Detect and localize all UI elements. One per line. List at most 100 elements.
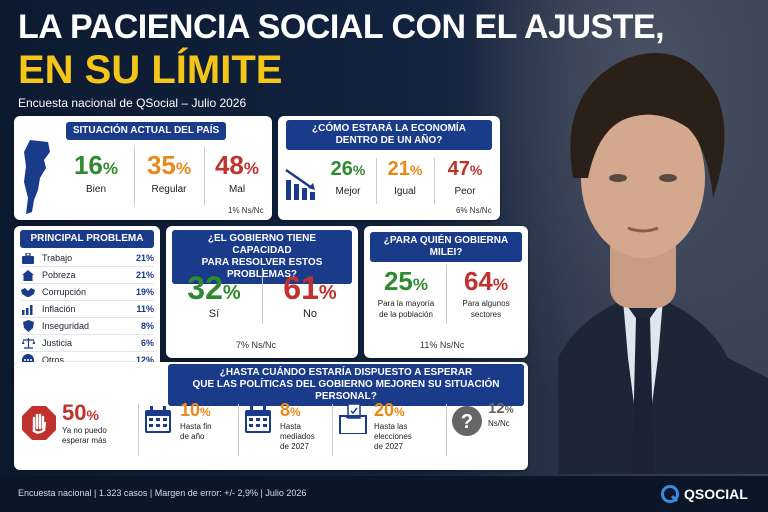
capacidad-nsnc: 7% Ns/Nc xyxy=(236,340,277,350)
footer-text: Encuesta nacional | 1.323 casos | Margen… xyxy=(18,488,307,498)
gobierna-mayoria-value: 25% xyxy=(383,266,429,296)
economia-header: ¿CÓMO ESTARÁ LA ECONOMÍA DENTRO DE UN AÑO… xyxy=(286,120,492,150)
shield-icon xyxy=(20,320,36,332)
economia-card: ¿CÓMO ESTARÁ LA ECONOMÍA DENTRO DE UN AÑO… xyxy=(278,116,500,220)
qsocial-brand: QSOCIAL xyxy=(684,486,748,502)
espera-value: 8% xyxy=(280,400,301,420)
problema-pct: 8% xyxy=(140,321,154,331)
espera-option: ? 12% Ns/Nc xyxy=(450,400,524,466)
problema-name: Pobreza xyxy=(42,270,76,280)
problema-name: Corrupción xyxy=(42,287,87,297)
espera-option: 50% Ya no puedo esperar más xyxy=(20,400,138,466)
espera-label: Ya no puedo esperar más xyxy=(62,426,107,445)
economia-mejor-label: Mejor xyxy=(335,186,361,197)
divider xyxy=(138,404,139,456)
chart-down-icon xyxy=(285,168,315,200)
page-subtitle: Encuesta nacional de QSocial – Julio 202… xyxy=(18,96,247,110)
gobierna-mayoria-label: Para la mayoría de la población xyxy=(377,299,435,319)
calendar-icon xyxy=(144,406,172,439)
economia-mejor-value: 26% xyxy=(330,158,366,180)
situacion-regular-label: Regular xyxy=(151,184,187,195)
economia-peor-label: Peor xyxy=(454,186,476,197)
problema-row: Justicia 6% xyxy=(20,335,154,352)
gobierna-sectores-value: 64% xyxy=(463,266,509,296)
espera-option: 20% Hasta las elecciones de 2027 xyxy=(336,400,446,466)
espera-label: Hasta mediados de 2027 xyxy=(280,422,315,451)
espera-card: ¿HASTA CUÁNDO ESTARÍA DISPUESTO A ESPERA… xyxy=(14,362,528,470)
scales-icon xyxy=(20,337,36,349)
economia-peor-value: 47% xyxy=(447,158,483,180)
divider xyxy=(204,146,205,206)
question-icon: ? xyxy=(452,406,482,441)
divider xyxy=(434,158,435,204)
briefcase-icon xyxy=(20,252,36,264)
economia-igual-label: Igual xyxy=(394,186,416,197)
problema-name: Trabajo xyxy=(42,253,73,263)
problema-row: Corrupción 19% xyxy=(20,284,154,301)
problema-row: Trabajo 21% xyxy=(20,250,154,267)
economia-igual-value: 21% xyxy=(387,158,423,180)
divider xyxy=(376,158,377,204)
gobierna-header: ¿PARA QUIÉN GOBIERNA MILEI? xyxy=(370,232,522,262)
espera-value: 10% xyxy=(180,400,211,420)
problema-pct: 21% xyxy=(135,270,154,280)
situacion-bien-value: 16% xyxy=(73,150,119,180)
espera-option: 10% Hasta fin de año xyxy=(142,400,238,466)
capacidad-no-value: 61% xyxy=(283,270,337,306)
situacion-header: SITUACIÓN ACTUAL DEL PAÍS xyxy=(66,122,226,140)
portrait-image xyxy=(558,53,768,474)
capacidad-si-label: Sí xyxy=(208,308,220,320)
page-title-line2: EN SU LÍMITE xyxy=(18,48,283,92)
espera-label: Hasta las elecciones de 2027 xyxy=(374,422,412,451)
espera-value: 20% xyxy=(374,400,405,420)
problema-name: Justicia xyxy=(42,338,73,348)
problema-row: Inflación 11% xyxy=(20,301,154,318)
situacion-mal-value: 48% xyxy=(214,150,260,180)
espera-header: ¿HASTA CUÁNDO ESTARÍA DISPUESTO A ESPERA… xyxy=(168,364,524,406)
divider xyxy=(262,268,263,324)
situacion-bien-label: Bien xyxy=(85,184,106,195)
problema-pct: 11% xyxy=(136,304,154,314)
problema-pct: 19% xyxy=(135,287,154,297)
argentina-map-icon xyxy=(24,140,50,214)
divider xyxy=(332,404,333,456)
stop-hand-icon xyxy=(22,406,56,445)
situacion-card: SITUACIÓN ACTUAL DEL PAÍS 16% Bien 35% R… xyxy=(14,116,272,220)
divider xyxy=(238,404,239,456)
handshake-icon xyxy=(20,286,36,298)
gobierna-card: ¿PARA QUIÉN GOBIERNA MILEI? 25% Para la … xyxy=(364,226,528,358)
page-title-line1: LA PACIENCIA SOCIAL CON EL AJUSTE, xyxy=(18,8,665,46)
chart-up-icon xyxy=(20,303,36,315)
problema-header: PRINCIPAL PROBLEMA xyxy=(20,230,154,248)
ballot-box-icon xyxy=(338,403,368,439)
gobierna-nsnc: 11% Ns/Nc xyxy=(420,340,465,350)
problema-name: Inseguridad xyxy=(42,321,90,331)
qsocial-logo-icon xyxy=(661,485,679,503)
economia-nsnc: 6% Ns/Nc xyxy=(456,206,492,215)
capacidad-card: ¿EL GOBIERNO TIENE CAPACIDAD PARA RESOLVE… xyxy=(166,226,358,358)
problema-pct: 12% xyxy=(135,355,154,365)
divider xyxy=(446,404,447,456)
qsocial-logo: QSOCIAL xyxy=(660,484,748,504)
house-icon xyxy=(20,269,36,281)
espera-label: Ns/Nc xyxy=(488,419,510,428)
espera-value: 12% xyxy=(488,400,514,417)
capacidad-si-value: 32% xyxy=(187,270,241,306)
problema-name: Inflación xyxy=(42,304,76,314)
footer-bar xyxy=(0,476,768,512)
situacion-nsnc: 1% Ns/Nc xyxy=(228,206,264,215)
problema-pct: 6% xyxy=(140,338,154,348)
espera-label: Hasta fin de año xyxy=(180,422,212,441)
divider xyxy=(446,264,447,324)
problema-row: Pobreza 21% xyxy=(20,267,154,284)
problema-name: Otros xyxy=(42,355,65,365)
gobierna-sectores-label: Para algunos sectores xyxy=(462,299,510,319)
problema-row: Inseguridad 8% xyxy=(20,318,154,335)
capacidad-no-label: No xyxy=(302,308,318,320)
svg-text:?: ? xyxy=(461,411,473,433)
divider xyxy=(134,146,135,206)
espera-value: 50% xyxy=(62,400,99,425)
espera-option: 8% Hasta mediados de 2027 xyxy=(242,400,332,466)
problema-pct: 21% xyxy=(135,253,154,263)
calendar-icon xyxy=(244,406,272,439)
